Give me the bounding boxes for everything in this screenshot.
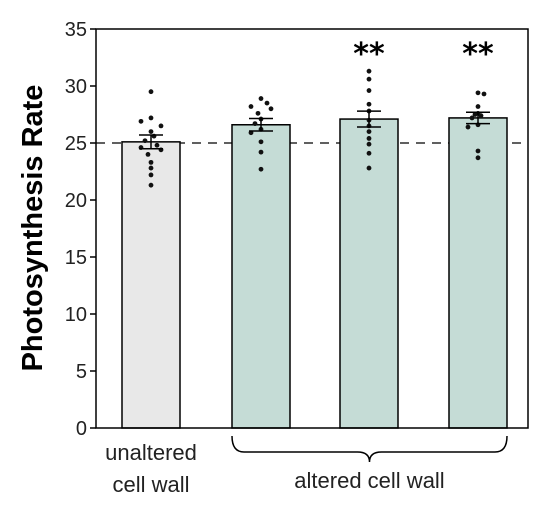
data-point [366, 150, 372, 156]
data-point [475, 104, 481, 109]
data-point [148, 182, 154, 188]
data-point [475, 155, 481, 161]
significance-markers: ** ** [353, 37, 494, 72]
x-axis-labels: unaltered cell wall altered cell wall [105, 435, 508, 497]
data-point [366, 76, 372, 82]
data-point [475, 90, 481, 96]
data-point [148, 129, 154, 135]
data-point [158, 123, 164, 129]
data-point [148, 165, 154, 171]
significance-marker: ** [353, 37, 385, 72]
data-point [148, 159, 154, 165]
data-point [148, 89, 154, 95]
data-point [248, 104, 254, 109]
data-point [366, 129, 372, 135]
data-point [145, 152, 151, 157]
data-point [469, 115, 475, 121]
data-point [366, 141, 372, 147]
data-point [252, 121, 258, 127]
y-axis-title: Photosynthesis Rate [17, 85, 49, 372]
bar [121, 141, 181, 429]
category-label: altered cell wall [294, 468, 444, 493]
data-point [475, 148, 481, 154]
data-point [154, 142, 160, 148]
bar [448, 117, 508, 429]
data-point [465, 124, 471, 130]
data-point [138, 118, 144, 124]
data-point [478, 113, 484, 119]
y-tick-label: 0 [76, 418, 87, 440]
data-point [366, 136, 372, 141]
axes [95, 28, 529, 429]
plot-frame [95, 28, 529, 429]
y-axis-ticks: 0 5 10 15 20 25 30 35 [65, 19, 96, 440]
y-tick-label: 20 [65, 190, 87, 212]
data-points [138, 68, 487, 188]
data-point [366, 165, 372, 171]
y-tick-label: 5 [76, 361, 87, 383]
significance-marker: ** [462, 37, 494, 72]
data-point [258, 139, 264, 145]
y-tick-label: 25 [65, 133, 87, 155]
data-point [366, 88, 372, 93]
category-label: cell wall [112, 472, 189, 497]
data-point [366, 101, 372, 107]
data-point [258, 166, 264, 172]
data-point [148, 115, 154, 121]
data-point [258, 149, 264, 155]
data-point [472, 112, 478, 117]
bars [121, 117, 508, 429]
data-point [142, 138, 148, 144]
data-point [366, 68, 372, 74]
error-bars [139, 110, 490, 150]
data-point [148, 172, 154, 178]
data-point [258, 96, 264, 101]
category-label: unaltered [105, 440, 197, 465]
data-point [481, 91, 487, 97]
data-point [264, 100, 270, 106]
y-tick-label: 15 [65, 247, 87, 269]
data-point [268, 106, 274, 112]
y-tick-label: 35 [65, 19, 87, 41]
group-bracket [231, 435, 508, 463]
y-tick-label: 30 [65, 76, 87, 98]
data-point [255, 110, 261, 116]
y-tick-label: 10 [65, 304, 87, 326]
bar [339, 118, 399, 429]
